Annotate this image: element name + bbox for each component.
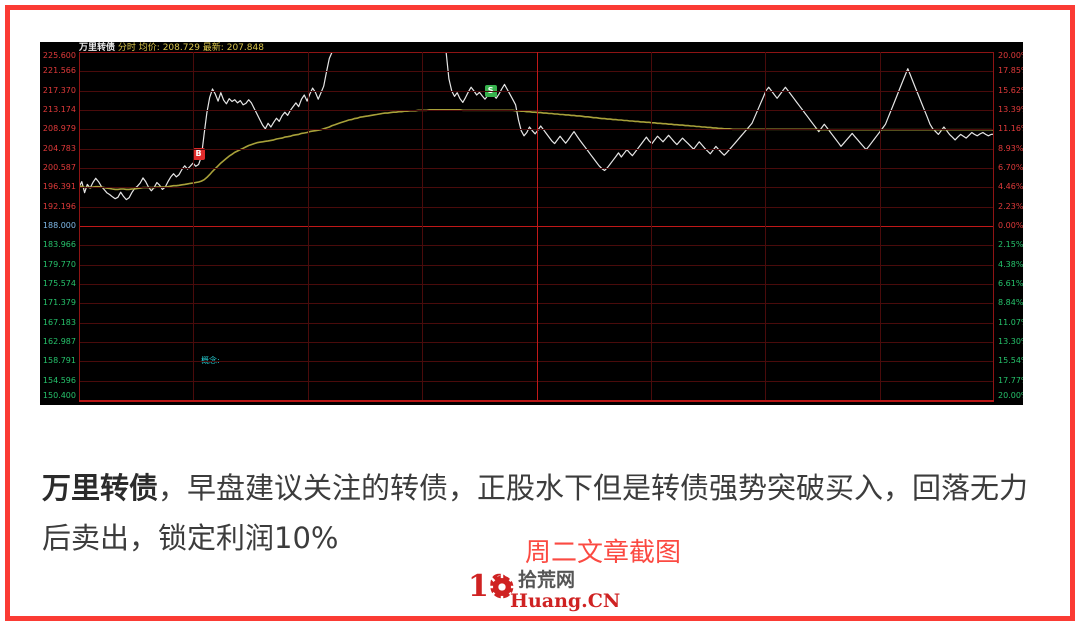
chart-header: 万里转债 分时 均价: 208.729 最新: 207.848 xyxy=(79,43,264,54)
gridline-vertical xyxy=(79,52,80,400)
price-axis-tick: 158.791 xyxy=(42,356,76,366)
price-axis-tick: 213.174 xyxy=(42,105,76,114)
price-axis-tick: 225.600 xyxy=(42,51,76,60)
watermark-cn-name: 拾荒网 xyxy=(518,569,576,591)
percent-axis-tick: 17.77% xyxy=(998,375,1023,385)
percent-axis-tick: 4.38% xyxy=(998,259,1023,269)
percent-axis-tick: 13.30% xyxy=(998,337,1023,346)
percent-axis-tick: 20.00% xyxy=(998,391,1023,400)
price-axis-tick: 200.587 xyxy=(42,163,76,172)
price-axis-tick: 171.379 xyxy=(42,298,76,308)
percent-axis-tick: 11.16% xyxy=(998,124,1023,134)
price-axis-tick: 162.987 xyxy=(42,337,76,346)
price-axis-tick: 150.400 xyxy=(42,391,76,400)
percent-axis-tick: 20.00% xyxy=(998,51,1023,60)
price-axis-tick: 221.566 xyxy=(42,66,76,76)
gridline-vertical xyxy=(422,52,424,400)
concept-label: 概念: xyxy=(201,356,220,366)
percent-axis-tick: 4.46% xyxy=(998,182,1023,192)
percent-axis-tick: 6.61% xyxy=(998,279,1023,288)
percent-axis-tick: 2.15% xyxy=(998,240,1023,250)
gridline-vertical xyxy=(307,52,309,400)
gear-icon xyxy=(488,573,516,601)
price-axis-tick: 217.370 xyxy=(42,85,76,95)
watermark: 10 拾荒网 Huang.CN xyxy=(468,569,628,616)
stock-chart-panel[interactable]: 万里转债 分时 均价: 208.729 最新: 207.848 225.600 2… xyxy=(40,42,1023,405)
gridline-vertical xyxy=(536,52,538,400)
gridline-vertical xyxy=(193,52,195,400)
price-axis-tick: 204.783 xyxy=(42,143,76,153)
percent-axis-tick: 6.70% xyxy=(998,163,1023,172)
chart-mode-label: 分时 xyxy=(117,43,136,53)
price-axis-tick: 208.979 xyxy=(42,124,76,134)
price-axis-tick: 175.574 xyxy=(42,279,76,288)
price-axis-tick: 192.196 xyxy=(42,201,76,211)
price-axis-tick: 179.770 xyxy=(42,259,76,269)
avg-price-label: 均价: xyxy=(138,43,160,53)
caption-rest: ，早盘建议关注的转债，正股水下但是转债强势突破买入，回落无力后卖出，锁定利润10… xyxy=(42,471,1029,555)
price-axis-tick: 188.000 xyxy=(42,221,76,230)
chart-stock-name: 万里转债 xyxy=(79,43,116,53)
buy-marker[interactable]: B xyxy=(192,148,205,161)
gridline-vertical xyxy=(993,52,994,400)
percent-axis-tick: 8.84% xyxy=(998,298,1023,308)
price-axis-tick: 154.596 xyxy=(42,375,76,385)
percent-axis-right: 20.00% 17.85% 15.62% 13.39% 11.16% 8.93% 6.70%… xyxy=(998,52,1023,400)
last-price-value: 207.848 xyxy=(226,43,264,53)
annotation-note: 周二文章截图 xyxy=(525,538,682,568)
price-axis-tick: 196.391 xyxy=(42,182,76,192)
percent-axis-tick: 15.62% xyxy=(998,85,1023,95)
percent-axis-tick: 17.85% xyxy=(998,66,1023,76)
caption-bold-lead: 万里转债 xyxy=(42,471,159,505)
percent-axis-tick: 2.23% xyxy=(998,201,1023,211)
price-axis-left: 225.600 221.566 217.370 213.174 208.979 204.7… xyxy=(40,52,76,400)
watermark-en-name: Huang.CN xyxy=(510,590,621,612)
caption-text: 万里转债，早盘建议关注的转债，正股水下但是转债强势突破买入，回落无力后卖出，锁定… xyxy=(42,463,1032,563)
percent-axis-tick: 11.07% xyxy=(998,317,1023,327)
percent-axis-tick: 13.39% xyxy=(998,105,1023,114)
gridline-vertical xyxy=(879,52,881,400)
percent-axis-tick: 15.54% xyxy=(998,356,1023,366)
gridline-vertical xyxy=(650,52,652,400)
avg-price-value: 208.729 xyxy=(162,43,200,53)
percent-axis-tick: 0.00% xyxy=(998,221,1023,230)
chart-plot-area[interactable]: 概念: B S xyxy=(78,51,995,402)
price-axis-tick: 167.183 xyxy=(42,317,76,327)
percent-axis-tick: 8.93% xyxy=(998,143,1023,153)
gridline-vertical xyxy=(765,52,767,400)
last-price-label: 最新: xyxy=(202,43,224,53)
gridline-horizontal xyxy=(79,400,994,402)
price-axis-tick: 183.966 xyxy=(42,240,76,250)
